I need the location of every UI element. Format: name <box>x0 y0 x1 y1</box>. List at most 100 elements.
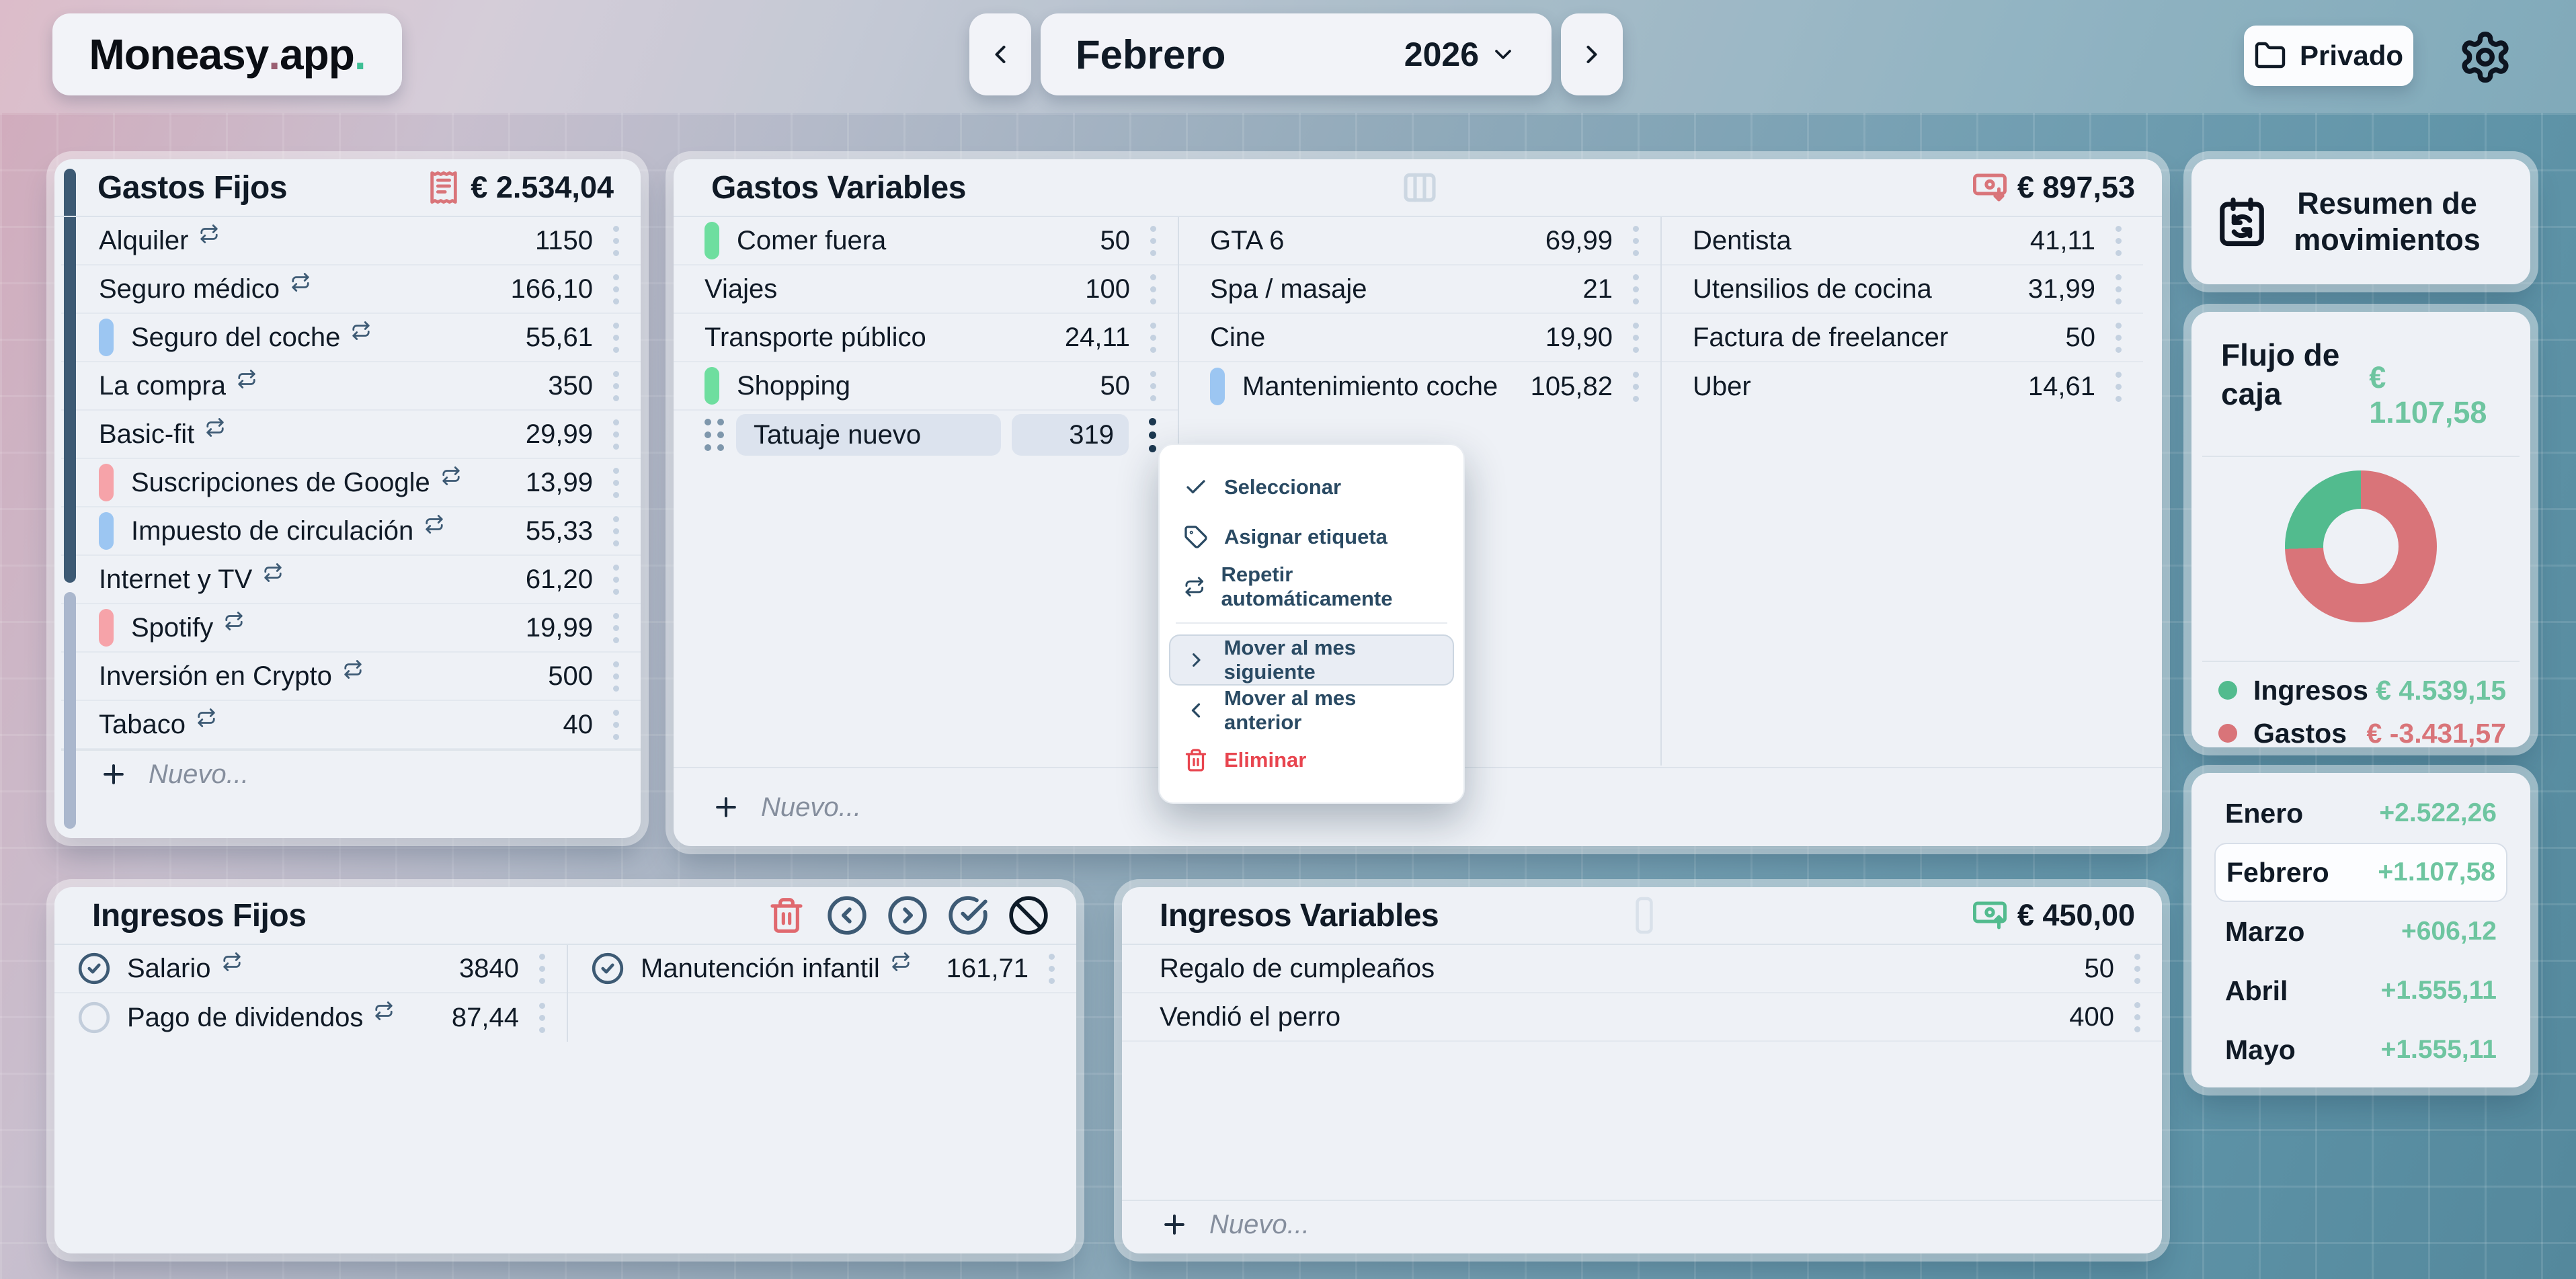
row-menu-button[interactable] <box>609 609 623 647</box>
row-menu-button[interactable] <box>609 464 623 502</box>
next-month-button[interactable] <box>1561 13 1623 95</box>
ingresos-dot <box>2218 681 2237 700</box>
add-new-income-row[interactable]: Nuevo... <box>1122 1200 2162 1248</box>
row-checkbox[interactable] <box>591 952 625 985</box>
row-menu-button[interactable] <box>609 270 623 308</box>
menu-item-select[interactable]: Seleccionar <box>1160 462 1463 512</box>
expense-row[interactable]: Alquiler 1150 <box>61 217 641 265</box>
month-row-febrero[interactable]: Febrero +1.107,58 <box>2214 843 2507 902</box>
cancel-selection-button[interactable] <box>1008 895 1049 936</box>
income-row[interactable]: Manutención infantil 161,71 <box>568 945 1076 993</box>
expense-row[interactable]: Cine 19,90 <box>1179 314 1660 362</box>
privado-board-button[interactable]: Privado <box>2244 26 2413 86</box>
resumen-movimientos-button[interactable]: Resumen de movimientos <box>2191 159 2530 284</box>
row-menu-button[interactable] <box>609 222 623 260</box>
move-selected-prev-month-button[interactable] <box>826 895 868 936</box>
tag-indicator <box>99 609 114 647</box>
expense-row[interactable]: Inversión en Crypto 500 <box>61 653 641 701</box>
menu-item-move-prev-month[interactable]: Mover al mes anterior <box>1160 686 1463 735</box>
row-menu-button[interactable] <box>609 561 623 599</box>
expense-row[interactable]: Internet y TV 61,20 <box>61 556 641 604</box>
selected-expense-row[interactable]: Tatuaje nuevo 319 <box>674 411 1178 459</box>
row-menu-button[interactable] <box>2111 270 2126 308</box>
expense-row[interactable]: Factura de freelancer 50 <box>1662 314 2143 362</box>
row-menu-button[interactable] <box>1146 319 1160 357</box>
month-selector[interactable]: Febrero 2026 <box>1041 13 1552 95</box>
row-menu-button[interactable] <box>535 950 549 988</box>
repeat-icon <box>200 224 218 243</box>
row-menu-button[interactable] <box>1146 367 1160 405</box>
expense-row[interactable]: Suscripciones de Google 13,99 <box>61 459 641 507</box>
row-menu-button[interactable] <box>609 512 623 550</box>
month-row-mayo[interactable]: Mayo +1.555,11 <box>2225 1034 2497 1065</box>
expense-row[interactable]: Dentista 41,11 <box>1662 217 2143 265</box>
expense-row[interactable]: Shopping 50 <box>674 362 1178 411</box>
row-menu-button[interactable] <box>1045 950 1059 988</box>
expense-row[interactable]: Seguro del coche 55,61 <box>61 314 641 362</box>
month-row-enero[interactable]: Enero +2.522,26 <box>2225 797 2497 829</box>
expense-row[interactable]: Uber 14,61 <box>1662 362 2143 411</box>
row-menu-button[interactable] <box>2130 950 2144 988</box>
expense-row[interactable]: Comer fuera 50 <box>674 217 1178 265</box>
income-row[interactable]: Salario 3840 <box>54 945 567 993</box>
expense-row[interactable]: Basic-fit 29,99 <box>61 411 641 459</box>
add-new-expense-row[interactable]: Nuevo... <box>61 749 641 798</box>
row-menu-button[interactable] <box>609 706 623 744</box>
row-menu-button[interactable] <box>2111 319 2126 357</box>
expense-name[interactable]: Tatuaje nuevo <box>736 414 1001 456</box>
row-menu-button[interactable] <box>609 657 623 696</box>
delete-selected-button[interactable] <box>766 895 807 936</box>
expense-row[interactable]: Transporte público 24,11 <box>674 314 1178 362</box>
row-menu-button[interactable] <box>2111 222 2126 260</box>
row-menu-button[interactable] <box>1629 319 1643 357</box>
income-row[interactable]: Regalo de cumpleaños 50 <box>1122 945 2162 993</box>
row-menu-button[interactable] <box>2111 368 2126 406</box>
expense-value[interactable]: 319 <box>1012 414 1129 456</box>
row-menu-button[interactable] <box>1629 270 1643 308</box>
row-menu-button[interactable] <box>1629 222 1643 260</box>
settings-button[interactable] <box>2455 27 2515 87</box>
expense-row[interactable]: Utensilios de cocina 31,99 <box>1662 265 2143 314</box>
menu-item-assign-tag[interactable]: Asignar etiqueta <box>1160 512 1463 562</box>
select-all-button[interactable] <box>947 895 989 936</box>
tag-indicator <box>705 222 719 259</box>
expense-row[interactable]: Spotify 19,99 <box>61 604 641 653</box>
card-scroll-thumb[interactable] <box>64 169 76 583</box>
prev-month-button[interactable] <box>969 13 1031 95</box>
move-selected-next-month-button[interactable] <box>887 895 928 936</box>
single-column-icon[interactable] <box>1627 894 1661 937</box>
row-menu-button[interactable] <box>609 319 623 357</box>
row-menu-button[interactable] <box>1146 222 1160 260</box>
expense-row[interactable]: Viajes 100 <box>674 265 1178 314</box>
row-menu-button[interactable] <box>609 415 623 454</box>
flujo-total: € 1.107,58 <box>2369 360 2487 429</box>
row-menu-button[interactable] <box>2130 998 2144 1036</box>
row-menu-button-active[interactable] <box>1145 414 1160 456</box>
row-menu-button[interactable] <box>535 999 549 1037</box>
expense-row[interactable]: La compra 350 <box>61 362 641 411</box>
expense-row[interactable]: Spa / masaje 21 <box>1179 265 1660 314</box>
current-year-label: 2026 <box>1404 36 1479 73</box>
year-dropdown[interactable]: 2026 <box>1404 35 1517 74</box>
columns-layout-icon[interactable] <box>1401 169 1439 206</box>
expense-row[interactable]: Mantenimiento coche 105,82 <box>1179 362 1660 411</box>
month-row-marzo[interactable]: Marzo +606,12 <box>2225 915 2497 947</box>
expense-row[interactable]: GTA 6 69,99 <box>1179 217 1660 265</box>
row-menu-button[interactable] <box>609 367 623 405</box>
drag-handle[interactable] <box>705 419 724 451</box>
income-row[interactable]: Pago de dividendos 87,44 <box>54 993 567 1042</box>
expense-row[interactable]: Seguro médico 166,10 <box>61 265 641 314</box>
menu-item-repeat[interactable]: Repetir automáticamente <box>1160 562 1463 612</box>
expense-row[interactable]: Tabaco 40 <box>61 701 641 749</box>
row-menu-button[interactable] <box>1146 270 1160 308</box>
expense-row[interactable]: Impuesto de circulación 55,33 <box>61 507 641 556</box>
menu-item-move-next-month[interactable]: Mover al mes siguiente <box>1169 634 1454 686</box>
row-menu-button[interactable] <box>1629 368 1643 406</box>
month-row-abril[interactable]: Abril +1.555,11 <box>2225 975 2497 1006</box>
add-new-expense-row[interactable]: Nuevo... <box>674 768 2162 846</box>
income-row[interactable]: Vendió el perro 400 <box>1122 993 2162 1042</box>
expense-value: 40 <box>563 709 594 739</box>
row-checkbox[interactable] <box>77 952 111 985</box>
row-checkbox[interactable] <box>77 1001 111 1034</box>
menu-item-delete[interactable]: Eliminar <box>1160 735 1463 785</box>
